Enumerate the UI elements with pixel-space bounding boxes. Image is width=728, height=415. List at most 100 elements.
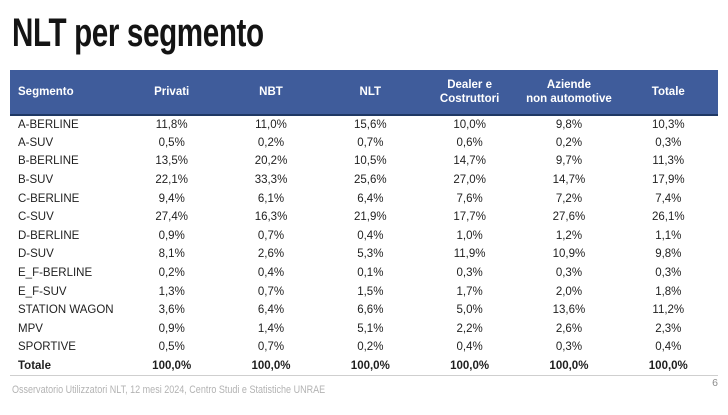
value-cell: 0,2%: [158, 267, 185, 280]
value-cell: 100,0%: [618, 356, 718, 376]
value-cell: 0,5%: [158, 341, 185, 354]
value-cell: 13,5%: [155, 155, 188, 168]
value-cell: 9,7%: [555, 155, 583, 168]
total-row: Totale 100,0% 100,0% 100,0% 100,0% 100,0% 100,…: [10, 356, 718, 376]
value-cell: 10,5%: [354, 155, 387, 168]
table-row: D-SUV 8,1% 2,6% 5,3% 11,9% 10,9% 9,8%: [10, 245, 718, 264]
value-cell: 2,6%: [257, 248, 285, 261]
value-cell: 17,9%: [651, 174, 685, 187]
value-cell: 0,3%: [655, 267, 682, 280]
value-cell: 1,4%: [257, 322, 285, 335]
segment-label-cell: C-BERLINE: [18, 192, 80, 205]
value-cell: 0,1%: [357, 267, 384, 280]
table-row: D-BERLINE 0,9% 0,7% 0,4% 1,0% 1,2% 1,1%: [10, 227, 718, 246]
segment-label-cell: Totale: [10, 356, 123, 376]
segment-label-cell: A-SUV: [18, 136, 54, 149]
slide-title: NLT per segmento: [12, 11, 264, 55]
value-cell: 11,0%: [255, 118, 287, 131]
value-cell: 14,7%: [453, 155, 486, 168]
col-header-segmento: Segmento: [10, 70, 123, 116]
value-cell: 100,0%: [122, 356, 222, 376]
table-row: A-BERLINE 11,8% 11,0% 15,6% 10,0% 9,8% 10,3%: [10, 115, 718, 134]
value-cell: 0,5%: [158, 136, 185, 149]
col-header-nlt: NLT: [320, 70, 420, 116]
value-cell: 3,6%: [158, 304, 185, 317]
value-cell: 1,3%: [158, 285, 185, 298]
segment-label-cell: E_F-SUV: [18, 285, 67, 298]
value-cell: 100,0%: [221, 356, 321, 376]
value-cell: 27,4%: [155, 211, 188, 224]
col-header-privati: Privati: [122, 70, 222, 116]
value-cell: 2,2%: [456, 322, 483, 335]
table-row: A-SUV 0,5% 0,2% 0,7% 0,6% 0,2% 0,3%: [10, 134, 718, 153]
value-cell: 2,6%: [555, 322, 583, 335]
value-cell: 1,5%: [357, 285, 384, 298]
table-row: B-BERLINE 13,5% 20,2% 10,5% 14,7% 9,7% 11,3%: [10, 152, 718, 171]
value-cell: 0,7%: [257, 341, 285, 354]
value-cell: 0,3%: [456, 267, 483, 280]
value-cell: 6,1%: [257, 192, 285, 205]
value-cell: 27,0%: [453, 174, 486, 187]
value-cell: 7,6%: [456, 192, 483, 205]
value-cell: 0,4%: [257, 267, 285, 280]
footer-source-text: Osservatorio Utilizzatori NLT, 12 mesi 2…: [12, 384, 326, 396]
value-cell: 33,3%: [254, 174, 288, 187]
segment-share-table: Segmento Privati NBT NLT Dealer e Costru…: [10, 70, 718, 376]
segment-label-cell: D-BERLINE: [18, 229, 80, 242]
value-cell: 27,6%: [552, 211, 586, 224]
value-cell: 0,2%: [555, 136, 583, 149]
value-cell: 0,2%: [257, 136, 285, 149]
value-cell: 21,9%: [354, 211, 387, 224]
value-cell: 1,7%: [456, 285, 483, 298]
value-cell: 20,2%: [254, 155, 288, 168]
table-row: E_F-SUV 1,3% 0,7% 1,5% 1,7% 2,0% 1,8%: [10, 282, 718, 301]
value-cell: 11,8%: [155, 118, 188, 131]
table-row: E_F-BERLINE 0,2% 0,4% 0,1% 0,3% 0,3% 0,3%: [10, 264, 718, 283]
value-cell: 0,9%: [158, 322, 185, 335]
value-cell: 1,1%: [655, 229, 682, 242]
table-row: B-SUV 22,1% 33,3% 25,6% 27,0% 14,7% 17,9%: [10, 171, 718, 190]
value-cell: 0,6%: [456, 136, 483, 149]
value-cell: 0,4%: [655, 341, 682, 354]
page-number: 6: [712, 377, 718, 389]
value-cell: 100,0%: [320, 356, 420, 376]
value-cell: 22,1%: [155, 174, 188, 187]
value-cell: 0,7%: [257, 229, 285, 242]
table-row: MPV 0,9% 1,4% 5,1% 2,2% 2,6% 2,3%: [10, 320, 718, 339]
value-cell: 7,4%: [655, 192, 682, 205]
value-cell: 6,6%: [357, 304, 384, 317]
table-row: STATION WAGON 3,6% 6,4% 6,6% 5,0% 13,6% 11,2%: [10, 301, 718, 320]
value-cell: 9,4%: [158, 192, 185, 205]
value-cell: 17,7%: [453, 211, 486, 224]
col-header-aziende-non-automotive: Aziende non automotive: [519, 70, 619, 116]
segment-label-cell: E_F-BERLINE: [18, 267, 93, 280]
segment-label-cell: MPV: [18, 322, 43, 335]
table-row: SPORTIVE 0,5% 0,7% 0,2% 0,4% 0,3% 0,4%: [10, 338, 718, 357]
value-cell: 15,6%: [354, 118, 387, 131]
value-cell: 5,1%: [357, 322, 384, 335]
value-cell: 2,0%: [555, 285, 583, 298]
value-cell: 0,9%: [158, 229, 185, 242]
value-cell: 0,3%: [555, 267, 583, 280]
value-cell: 6,4%: [257, 304, 285, 317]
col-header-nbt: NBT: [221, 70, 321, 116]
table-row: C-BERLINE 9,4% 6,1% 6,4% 7,6% 7,2% 7,4%: [10, 189, 718, 208]
value-cell: 100,0%: [419, 356, 520, 376]
segment-label-cell: A-BERLINE: [18, 118, 79, 131]
value-cell: 8,1%: [158, 248, 185, 261]
value-cell: 1,2%: [555, 229, 583, 242]
value-cell: 0,4%: [357, 229, 384, 242]
value-cell: 5,3%: [357, 248, 384, 261]
value-cell: 0,4%: [456, 341, 483, 354]
value-cell: 25,6%: [354, 174, 387, 187]
value-cell: 0,7%: [357, 136, 384, 149]
value-cell: 11,3%: [652, 155, 685, 168]
value-cell: 0,2%: [357, 341, 384, 354]
value-cell: 13,6%: [552, 304, 586, 317]
value-cell: 2,3%: [655, 322, 682, 335]
segment-label-cell: D-SUV: [18, 248, 54, 261]
value-cell: 10,0%: [453, 118, 486, 131]
segment-label-cell: STATION WAGON: [18, 304, 114, 317]
value-cell: 10,9%: [552, 248, 586, 261]
